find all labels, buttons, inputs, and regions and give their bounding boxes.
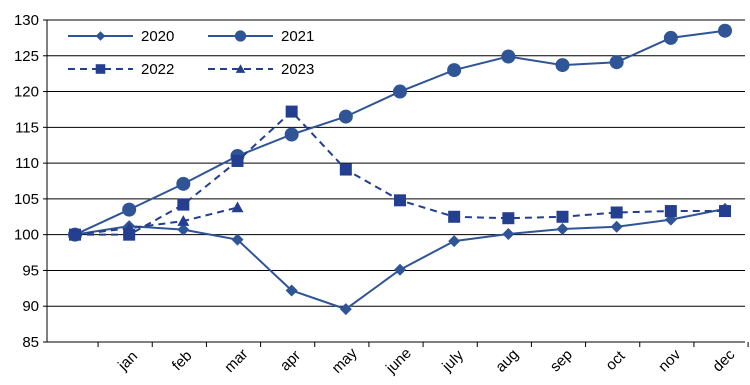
series-line [74,207,726,311]
data-point [95,31,106,41]
data-point [95,64,106,74]
data-point [556,222,569,235]
x-tick-label: aug [492,346,522,376]
legend-label: 2021 [281,28,314,45]
data-point [609,55,624,70]
data-point [231,154,244,167]
data-point [231,201,244,213]
series-2020 [69,202,731,316]
series-2022 [69,105,731,241]
y-tick-label: 125 [14,48,39,65]
data-point [177,223,190,236]
y-tick-label: 120 [14,84,39,101]
y-tick-label: 85 [22,334,39,351]
y-tick-label: 110 [15,155,39,172]
data-point [235,64,246,73]
data-point [447,63,462,78]
y-tick-label: 100 [14,227,39,244]
legend-item: 2020 [68,28,174,45]
legend: 2020 2021 2022 2023 [68,28,314,78]
x-tick-label: jan [114,348,141,375]
data-point [663,30,678,45]
data-point [719,205,731,218]
x-tick-label: feb [169,347,196,374]
x-tick-label: apr [277,347,304,374]
data-point [177,198,190,211]
y-tick-label: 105 [14,191,39,208]
legend-label: 2023 [281,61,314,78]
legend-label: 2022 [141,61,174,78]
x-axis: jan feb mar apr may june july aug sep oct nov dec [47,341,749,378]
series-group [68,23,732,316]
data-point [393,84,407,99]
data-point [718,23,732,38]
legend-item: 2022 [68,61,174,78]
series-line [75,110,725,236]
data-point [284,127,299,142]
data-point [664,205,677,218]
x-tick-label: may [329,344,361,376]
data-point [556,210,569,223]
x-tick-label: nov [655,346,684,375]
data-point [338,109,353,124]
data-point [610,220,623,233]
x-tick-label: dec [709,346,738,375]
data-point [285,284,298,297]
data-point [123,228,136,241]
data-point [501,49,516,64]
y-tick-label: 95 [22,262,39,279]
series-line [74,206,238,236]
x-tick-label: june [382,345,415,378]
data-point [394,194,406,207]
x-tick-label: oct [602,347,629,374]
y-tick-label: 115 [15,119,39,136]
data-point [502,227,515,240]
data-point [555,58,570,73]
x-tick-label: sep [547,346,576,375]
series-2021 [68,23,732,242]
data-point [339,303,352,316]
data-point [394,263,406,276]
series-2023 [69,201,244,240]
legend-item: 2021 [208,28,314,45]
y-axis: 85 90 95 100 105 110 115 120 125 130 [14,12,48,351]
data-point [176,176,191,191]
x-tick-label: mar [221,346,251,376]
data-point [231,233,244,246]
data-point [448,210,461,223]
data-point [339,163,352,176]
data-point [285,105,298,118]
data-point [234,30,247,42]
y-tick-label: 130 [14,12,39,29]
data-point [610,206,623,219]
data-point [502,212,515,225]
legend-label: 2020 [141,28,174,45]
data-point [123,222,136,234]
x-tick-label: july [438,346,467,375]
data-point [122,202,137,217]
data-point [177,215,190,226]
data-point [69,228,81,240]
y-tick-label: 90 [22,298,39,315]
data-point [448,235,461,248]
legend-item: 2023 [208,61,314,78]
